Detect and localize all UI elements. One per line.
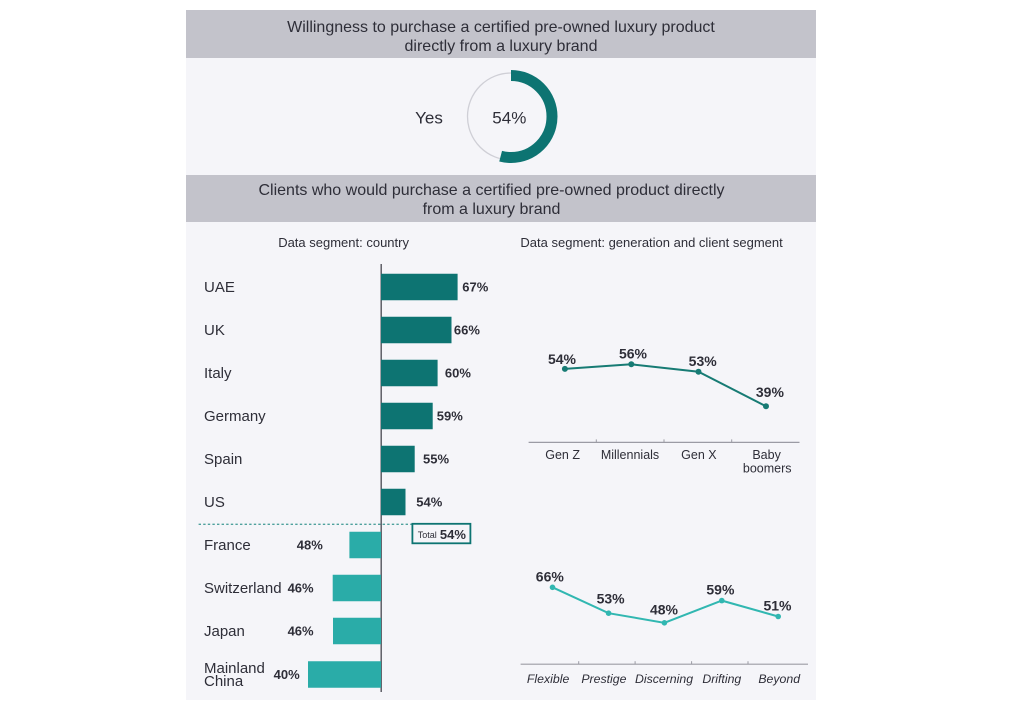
svg-text:40%: 40% — [274, 667, 300, 682]
svg-text:Gen X: Gen X — [681, 448, 717, 462]
svg-text:boomers: boomers — [743, 462, 792, 476]
svg-text:59%: 59% — [706, 581, 735, 597]
svg-text:54%: 54% — [548, 351, 577, 367]
svg-text:39%: 39% — [756, 384, 785, 400]
svg-text:59%: 59% — [437, 409, 463, 424]
svg-text:Prestige: Prestige — [581, 672, 626, 686]
svg-text:54%: 54% — [416, 495, 442, 510]
svg-text:Baby: Baby — [752, 448, 781, 462]
svg-text:53%: 53% — [689, 353, 718, 369]
svg-text:51%: 51% — [763, 598, 792, 614]
svg-text:Japan: Japan — [204, 623, 245, 640]
svg-text:Germany: Germany — [204, 408, 266, 425]
svg-text:China: China — [204, 673, 244, 690]
svg-text:Switzerland: Switzerland — [204, 580, 282, 597]
svg-text:Beyond: Beyond — [758, 672, 801, 686]
svg-text:54%: 54% — [492, 108, 526, 127]
svg-text:Drifting: Drifting — [702, 672, 741, 686]
svg-text:60%: 60% — [445, 366, 471, 381]
svg-text:56%: 56% — [619, 346, 648, 362]
svg-text:46%: 46% — [288, 624, 314, 639]
svg-text:France: France — [204, 537, 251, 554]
svg-text:Millennials: Millennials — [601, 448, 659, 462]
svg-text:48%: 48% — [650, 601, 679, 617]
svg-text:66%: 66% — [536, 569, 565, 585]
svg-text:UAE: UAE — [204, 279, 235, 296]
svg-text:Data segment: country: Data segment: country — [278, 235, 409, 250]
svg-text:55%: 55% — [423, 452, 449, 467]
svg-text:Discerning: Discerning — [635, 672, 693, 686]
svg-text:Gen Z: Gen Z — [545, 448, 580, 462]
svg-text:67%: 67% — [462, 280, 488, 295]
svg-text:Yes: Yes — [415, 108, 443, 127]
svg-text:48%: 48% — [297, 538, 323, 553]
svg-text:Spain: Spain — [204, 451, 242, 468]
svg-text:Italy: Italy — [204, 365, 232, 382]
svg-text:54%: 54% — [440, 527, 466, 542]
svg-text:66%: 66% — [454, 323, 480, 338]
svg-text:UK: UK — [204, 322, 225, 339]
svg-text:53%: 53% — [597, 590, 626, 606]
svg-text:Mainland: Mainland — [204, 660, 265, 677]
svg-text:Total: Total — [418, 530, 437, 540]
svg-text:Flexible: Flexible — [527, 672, 570, 686]
svg-text:US: US — [204, 494, 225, 511]
svg-text:46%: 46% — [288, 581, 314, 596]
svg-text:Data segment: generation and c: Data segment: generation and client segm… — [520, 235, 783, 250]
